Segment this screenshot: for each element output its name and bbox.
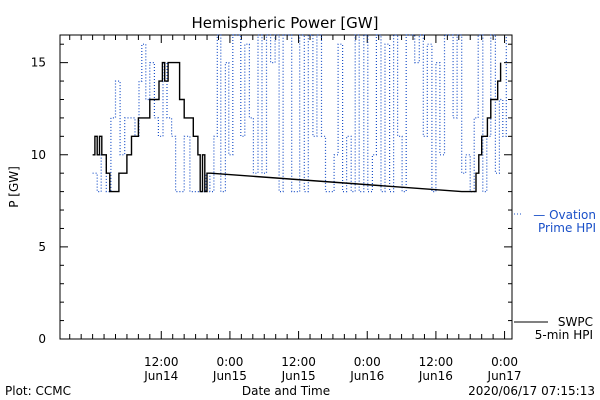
y-tick-label: 15 <box>31 56 46 70</box>
x-tick-time-label: 0:00 <box>216 355 243 369</box>
x-tick-time-label: 0:00 <box>354 355 381 369</box>
x-tick-time-label: 12:00 <box>419 355 454 369</box>
x-tick-date-label: Jun16 <box>418 369 453 383</box>
plot-credit: Plot: CCMC <box>5 384 71 398</box>
x-axis: 12:00Jun140:00Jun1512:00Jun150:00Jun1612… <box>69 35 522 383</box>
x-tick-time-label: 0:00 <box>491 355 518 369</box>
x-tick-time-label: 12:00 <box>281 355 316 369</box>
legend-ovation-line-2: Prime HPI <box>538 221 596 235</box>
legend-swpc-line-1: SWPC <box>558 315 593 329</box>
x-tick-time-label: 12:00 <box>144 355 179 369</box>
legend-swpc-line-2: 5-min HPI <box>535 328 593 342</box>
x-tick-date-label: Jun15 <box>281 369 316 383</box>
chart-title: Hemispheric Power [GW] <box>192 14 379 32</box>
y-tick-label: 10 <box>31 148 46 162</box>
plot-timestamp: 2020/06/17 07:15:13 <box>468 384 595 398</box>
y-axis-label: P [GW] <box>7 166 21 208</box>
x-tick-date-label: Jun16 <box>349 369 384 383</box>
legend-ovation-line-1: — Ovation <box>533 208 596 222</box>
series-swpc-line <box>92 61 502 193</box>
series-layer <box>92 34 507 193</box>
y-tick-label: 5 <box>38 240 46 254</box>
x-tick-date-label: Jun15 <box>212 369 247 383</box>
x-axis-label: Date and Time <box>242 384 330 398</box>
series-ovation-line <box>92 34 507 193</box>
x-tick-date-label: Jun17 <box>487 369 522 383</box>
x-tick-date-label: Jun14 <box>143 369 178 383</box>
legend: — Ovation Prime HPI SWPC 5-min HPI <box>514 208 596 342</box>
y-axis: 0 5 10 15 <box>31 43 512 346</box>
y-tick-label: 0 <box>38 332 46 346</box>
